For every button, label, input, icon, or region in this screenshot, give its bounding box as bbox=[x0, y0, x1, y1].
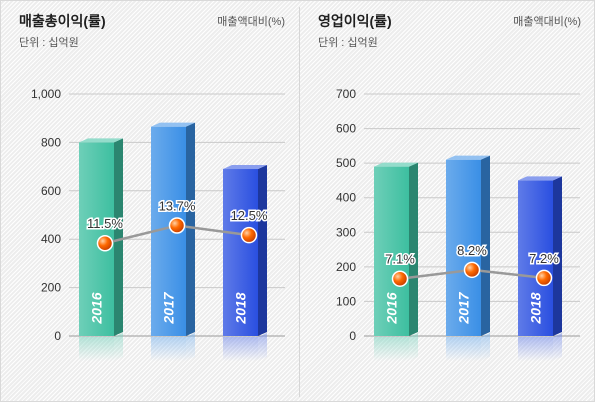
operating-profit-bar-reflection bbox=[374, 337, 409, 361]
operating-profit-y-tick-label: 0 bbox=[349, 329, 356, 343]
gross-profit-y-tick-label: 0 bbox=[54, 329, 61, 343]
operating-profit-category-label: 2016 bbox=[384, 292, 400, 324]
gross-profit-bar-2018 bbox=[223, 165, 267, 361]
operating-profit-y-tick-label: 300 bbox=[336, 225, 356, 239]
operating-profit-ratio-marker bbox=[463, 261, 481, 279]
operating-profit-y-tick-label: 600 bbox=[336, 122, 356, 136]
operating-profit-bar-top bbox=[446, 155, 490, 160]
operating-profit-bar-front bbox=[374, 166, 409, 336]
operating-profit-bar-reflection-side bbox=[553, 333, 562, 361]
operating-profit-y-tick-label: 200 bbox=[336, 260, 356, 274]
gross-profit-bar-top bbox=[151, 122, 195, 127]
operating-profit-ratio-data-label: 7.2% bbox=[529, 251, 559, 266]
operating-profit-bar-top bbox=[518, 176, 562, 181]
gross-profit-category-label: 2017 bbox=[161, 291, 177, 324]
operating-profit-bar-front bbox=[446, 159, 481, 336]
operating-profit-y-tick-label: 500 bbox=[336, 156, 356, 170]
operating-profit-ratio-data-label: 8.2% bbox=[457, 243, 487, 258]
gross-profit-bar-reflection-side bbox=[114, 333, 123, 361]
operating-profit-chart: 0 100 200 300 400 500 600 700 2016 2017 2018 7.1% 8.… bbox=[336, 87, 580, 361]
operating-profit-unit: 단위 : 십억원 bbox=[318, 37, 378, 49]
gross-profit-bar-side bbox=[114, 138, 123, 336]
operating-profit-bar-side bbox=[553, 176, 562, 336]
gross-profit-ratio-marker bbox=[96, 234, 114, 252]
gross-profit-ratio-marker bbox=[240, 226, 258, 244]
gross-profit-bar-front bbox=[223, 169, 258, 336]
gross-profit-chart: 0 200 400 600 800 1,000 2016 2017 2018 11.5% 13.7%… bbox=[31, 87, 285, 361]
operating-profit-ratio-marker bbox=[535, 269, 553, 287]
gross-profit-bar-reflection-side bbox=[186, 333, 195, 361]
operating-profit-ratio-marker bbox=[391, 270, 409, 287]
operating-profit-bar-reflection bbox=[446, 337, 481, 361]
gross-profit-category-label: 2016 bbox=[89, 292, 105, 324]
gross-profit-ratio-data-label: 12.5% bbox=[231, 208, 268, 223]
gross-profit-bar-reflection bbox=[79, 337, 114, 361]
operating-profit-y-tick-label: 700 bbox=[336, 87, 356, 101]
gross-profit-panel: 매출총이익(률) 단위 : 십억원 매출액대비(%) 0 200 400 600 800… bbox=[1, 1, 299, 401]
gross-profit-ratio-data-label: 13.7% bbox=[159, 198, 196, 213]
gross-profit-y-tick-label: 800 bbox=[41, 135, 61, 149]
gross-profit-bar-top bbox=[79, 138, 123, 143]
operating-profit-bar-side bbox=[409, 162, 418, 336]
operating-profit-category-label: 2018 bbox=[528, 292, 544, 324]
gross-profit-bar-side bbox=[186, 122, 195, 336]
gross-profit-bar-side bbox=[258, 165, 267, 336]
gross-profit-y-tick-label: 200 bbox=[41, 281, 61, 295]
gross-profit-y-tick-label: 1,000 bbox=[31, 87, 61, 101]
panel-divider bbox=[299, 7, 300, 397]
operating-profit-bar-reflection-side bbox=[481, 333, 490, 361]
operating-profit-y-tick-label: 400 bbox=[336, 191, 356, 205]
gross-profit-category-label: 2018 bbox=[233, 292, 249, 324]
gross-profit-ratio-label: 매출액대비(%) bbox=[217, 16, 285, 28]
operating-profit-bar-front bbox=[518, 180, 553, 336]
operating-profit-ratio-data-label: 7.1% bbox=[385, 252, 415, 267]
operating-profit-bar-2016 bbox=[374, 162, 418, 361]
gross-profit-ratio-marker bbox=[168, 217, 186, 234]
operating-profit-bar-top bbox=[374, 162, 418, 167]
operating-profit-y-tick-label: 100 bbox=[336, 294, 356, 308]
gross-profit-y-tick-label: 400 bbox=[41, 232, 61, 246]
gross-profit-y-tick-label: 600 bbox=[41, 184, 61, 198]
gross-profit-ratio-data-label: 11.5% bbox=[87, 216, 123, 231]
gross-profit-unit: 단위 : 십억원 bbox=[19, 37, 79, 49]
operating-profit-bar-reflection-side bbox=[409, 333, 418, 361]
gross-profit-bar-2017 bbox=[151, 122, 195, 361]
gross-profit-bar-reflection bbox=[151, 337, 186, 361]
gross-profit-bar-top bbox=[223, 165, 267, 170]
gross-profit-bar-reflection-side bbox=[258, 333, 267, 361]
operating-profit-ratio-label: 매출액대비(%) bbox=[513, 16, 581, 28]
operating-profit-bar-reflection bbox=[518, 337, 553, 361]
gross-profit-title: 매출총이익(률) bbox=[19, 13, 106, 29]
operating-profit-category-label: 2017 bbox=[456, 291, 472, 324]
gross-profit-bar-reflection bbox=[223, 337, 258, 361]
operating-profit-bar-2017 bbox=[446, 155, 490, 361]
operating-profit-panel: 영업이익(률) 단위 : 십억원 매출액대비(%) 0 100 200 300 400 5… bbox=[300, 1, 595, 401]
operating-profit-title: 영업이익(률) bbox=[318, 13, 392, 29]
operating-profit-bar-2018 bbox=[518, 176, 562, 361]
operating-profit-bar-side bbox=[481, 155, 490, 336]
